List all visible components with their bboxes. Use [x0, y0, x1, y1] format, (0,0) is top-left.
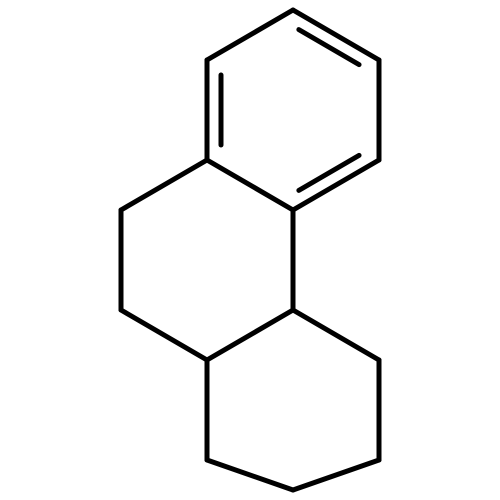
bond-3-double — [299, 155, 359, 190]
bond-9 — [207, 310, 293, 360]
bond-1-double — [299, 30, 359, 65]
molecule-diagram — [0, 0, 500, 500]
bond-11 — [293, 310, 379, 360]
bond-8 — [121, 310, 207, 360]
bond-4 — [207, 160, 293, 210]
bonds-layer — [121, 10, 379, 490]
bond-14 — [207, 460, 293, 490]
bond-13 — [293, 460, 379, 490]
bond-6 — [121, 160, 207, 210]
bond-0 — [207, 10, 293, 60]
